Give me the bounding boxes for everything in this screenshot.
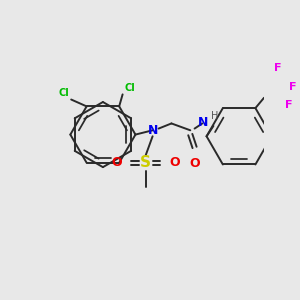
Text: F: F — [274, 63, 282, 73]
Text: H: H — [211, 111, 218, 121]
Text: F: F — [285, 100, 293, 110]
Text: S: S — [140, 155, 151, 170]
Text: Cl: Cl — [59, 88, 70, 98]
Text: N: N — [198, 116, 208, 129]
Text: O: O — [111, 156, 122, 170]
Text: O: O — [189, 157, 200, 170]
Text: N: N — [147, 124, 158, 137]
Text: F: F — [289, 82, 296, 92]
Text: O: O — [170, 156, 180, 170]
Text: Cl: Cl — [124, 83, 135, 93]
